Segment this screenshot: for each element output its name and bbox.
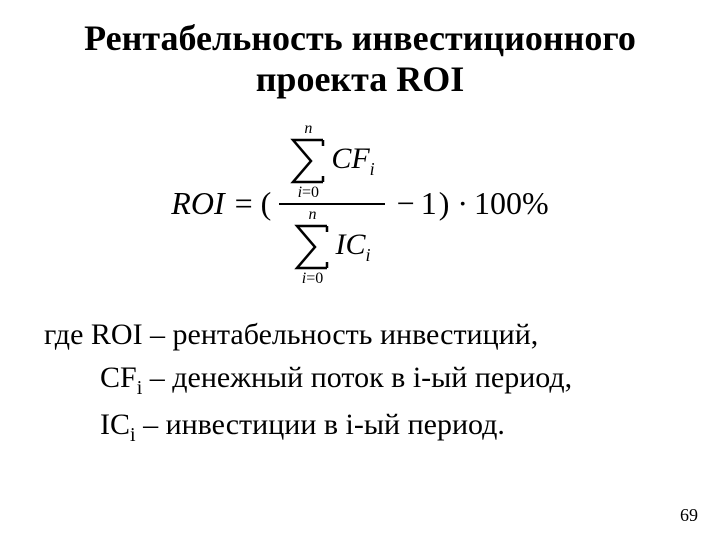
hundred-percent: 100%: [474, 185, 549, 222]
multiply-dot: ·: [457, 185, 468, 222]
slide: Рентабельность инвестиционного проекта R…: [0, 0, 720, 540]
legend-ic-rest: – инвестиции в i-ый период.: [136, 408, 505, 441]
den-sub: i: [365, 245, 370, 265]
den-var: IC: [335, 228, 365, 261]
sum-den-upper: n: [308, 207, 316, 223]
close-paren: ): [439, 185, 450, 222]
minus-sign: −: [397, 185, 415, 222]
formula-row: ROI = ( n i=0: [171, 119, 548, 289]
num-var: CF: [331, 142, 369, 175]
page-number: 69: [680, 505, 698, 526]
fraction-denominator: n i=0 ICi: [283, 205, 380, 289]
equals-sign: =: [235, 185, 253, 222]
formula-lhs: ROI: [171, 185, 224, 222]
legend-block: где ROI – рентабельность инвестиций, CFi…: [30, 313, 690, 451]
legend-line-2: CFi – денежный поток в i-ый период,: [44, 356, 690, 403]
sigma-icon: [289, 137, 327, 185]
open-paren: (: [261, 185, 272, 222]
title-line-1: Рентабельность инвестиционного: [84, 18, 636, 58]
legend-cf-rest: – денежный поток в i-ый период,: [142, 361, 572, 394]
sum-num-lower: i=0: [298, 185, 319, 201]
slide-title: Рентабельность инвестиционного проекта R…: [30, 18, 690, 101]
roi-formula: ROI = ( n i=0: [30, 119, 690, 289]
sigma-icon: [293, 223, 331, 271]
legend-ic-var: IC: [100, 408, 130, 441]
sum-den-lower: i=0: [302, 271, 323, 287]
numerator-term: CFi: [331, 142, 374, 180]
one: 1: [421, 185, 437, 222]
denominator-term: ICi: [335, 228, 370, 266]
sum-num-upper: n: [304, 121, 312, 137]
legend-line-3: ICi – инвестиции в i-ый период.: [44, 403, 690, 450]
legend-line-1: где ROI – рентабельность инвестиций,: [44, 313, 690, 357]
fraction: n i=0 CFi: [279, 119, 384, 289]
legend-cf-var: CF: [100, 361, 137, 394]
sum-denominator: n i=0: [293, 207, 331, 287]
title-line-2: проекта ROI: [256, 59, 465, 99]
fraction-numerator: n i=0 CFi: [279, 119, 384, 203]
sum-numerator: n i=0: [289, 121, 327, 201]
num-sub: i: [370, 159, 375, 179]
